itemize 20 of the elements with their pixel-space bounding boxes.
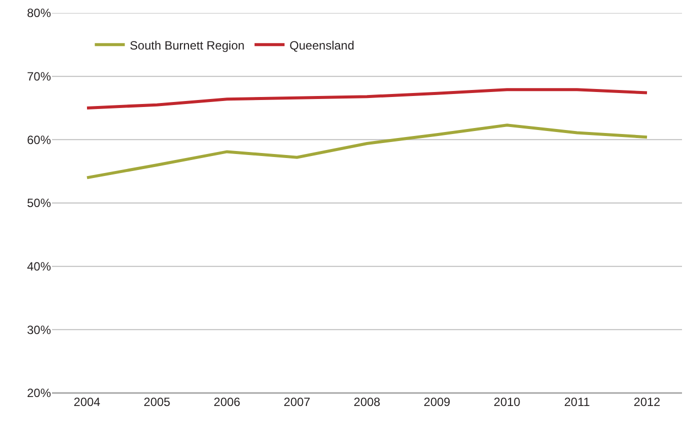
- legend-label: South Burnett Region: [130, 38, 245, 52]
- x-tick-label: 2009: [424, 395, 451, 409]
- y-tick-label: 40%: [26, 260, 52, 274]
- x-tick-label: 2008: [354, 395, 381, 409]
- y-tick-label: 30%: [26, 322, 52, 337]
- x-tick-label: 2007: [284, 395, 311, 409]
- line-series: [86, 88, 648, 110]
- x-tick-label: 2010: [494, 395, 521, 409]
- x-tick-label: 2011: [564, 395, 590, 409]
- x-tick-label: 2012: [634, 395, 661, 409]
- x-tick-label: 2006: [214, 395, 241, 409]
- x-tick-label: 2005: [144, 395, 171, 409]
- line-series: [86, 124, 648, 180]
- legend-label: Queensland: [290, 38, 354, 52]
- y-tick-label: 20%: [26, 386, 52, 400]
- y-tick-label: 60%: [26, 132, 52, 147]
- y-tick-label: 50%: [26, 196, 52, 210]
- y-tick-label: 80%: [26, 6, 52, 20]
- x-tick-label: 2004: [74, 395, 101, 409]
- y-tick-label: 70%: [26, 70, 52, 84]
